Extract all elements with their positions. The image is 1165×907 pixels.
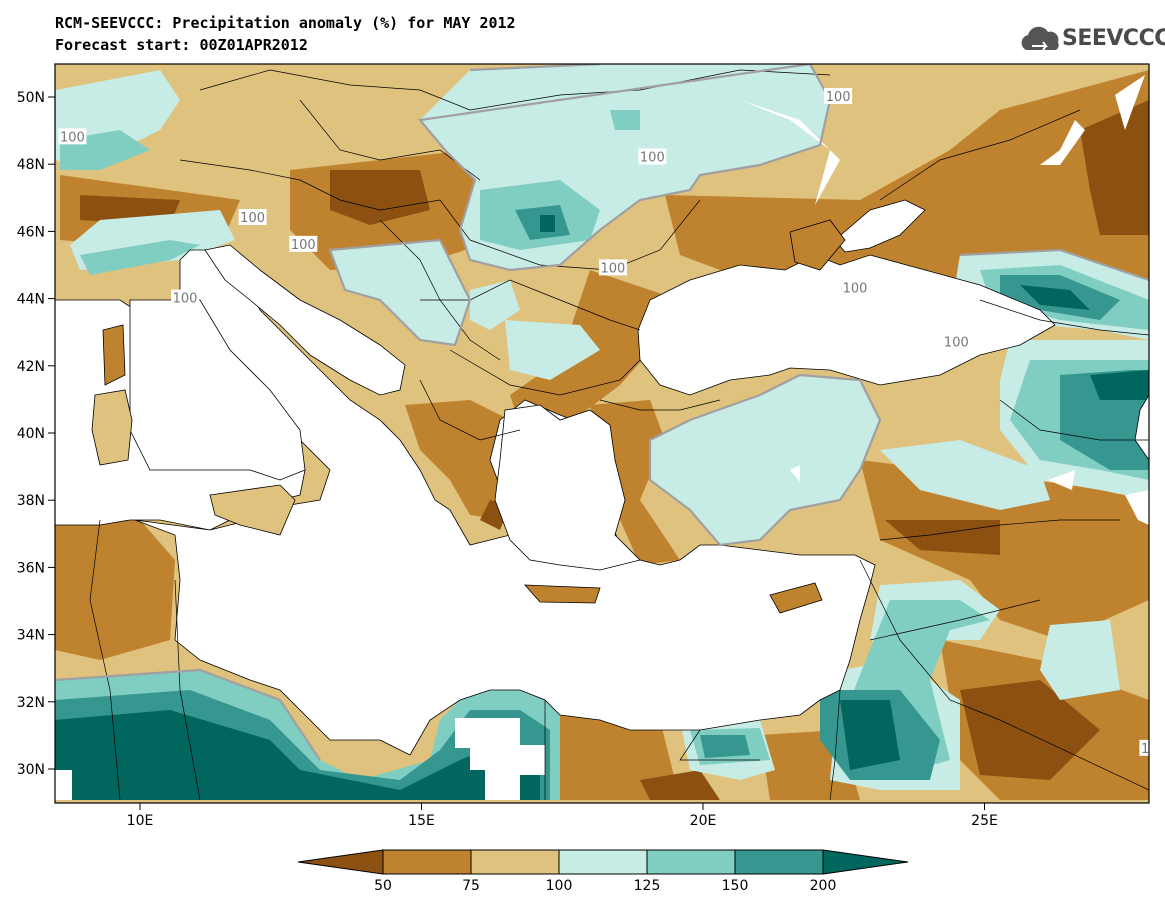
contour-label-bg	[841, 279, 870, 296]
logo-text: SEEVCCC	[1062, 26, 1165, 51]
colorbar-segment	[734, 849, 824, 875]
corsica-island	[102, 324, 126, 386]
contour-label: 100	[60, 130, 85, 145]
colorbar-label: 75	[462, 878, 480, 894]
contour-label: 100	[944, 335, 969, 350]
latitude-axis: 50N 48N 46N 44N 42N 40N 38N 36N 34N 32N 30N	[17, 90, 55, 778]
contour-label: 100	[240, 211, 265, 226]
contour-label-bg	[1139, 739, 1149, 756]
colorbar-label: 100	[546, 878, 573, 894]
lon-tick-label: 20E	[690, 813, 717, 829]
contour-label-bg	[942, 333, 971, 350]
contour-label: 100	[173, 292, 198, 307]
anomaly-field: 1001001001001001001001001001001001001001…	[55, 64, 1165, 803]
contour-label-bg	[824, 88, 853, 104]
colorbar-segment	[382, 849, 472, 875]
lon-tick-label: 25E	[971, 813, 998, 829]
map-title: RCM-SEEVCCC: Precipitation anomaly (%) f…	[55, 14, 516, 32]
contour-label: 100	[826, 90, 851, 105]
aegean-sea	[494, 404, 641, 571]
crimea	[789, 219, 846, 271]
sicily-island	[209, 484, 296, 536]
cloud-logo-icon	[1021, 26, 1059, 51]
colorbar-segment	[470, 849, 560, 875]
colorbar-segment	[646, 849, 736, 875]
colorbar-label: 200	[810, 878, 837, 894]
lat-tick-label: 48N	[17, 157, 45, 173]
colorbar-segment	[822, 849, 909, 875]
contour-label-bg	[58, 128, 87, 145]
contour-label: 100	[640, 150, 665, 165]
lat-tick-label: 32N	[17, 695, 45, 711]
colorbar-label: 50	[374, 878, 392, 894]
colorbar-label: 125	[634, 878, 661, 894]
sea-of-azov	[834, 199, 926, 253]
contour-label: 100	[291, 238, 316, 253]
contour-100	[55, 64, 1149, 761]
contour-label-bg	[289, 235, 318, 252]
longitude-axis: 10E15E20E25E30E35E40E45E	[127, 803, 998, 829]
cyprus-island	[769, 582, 823, 614]
contour-label: 100	[1141, 742, 1165, 757]
lon-tick-label: 10E	[127, 813, 154, 829]
lat-tick-label: 44N	[17, 292, 45, 308]
lat-tick-label: 46N	[17, 224, 45, 240]
contour-labels: 1001001001001001001001001001001001001001…	[58, 88, 1165, 757]
country-borders	[89, 69, 1149, 801]
adriatic-sea	[204, 244, 406, 396]
forecast-start-label: Forecast start: 00Z01APR2012	[55, 36, 308, 54]
contour-label-bg	[638, 148, 667, 165]
black-sea	[637, 254, 1056, 396]
contour-label-bg	[171, 289, 200, 306]
lat-tick-label: 50N	[17, 90, 45, 106]
sardinia-island	[91, 389, 133, 466]
colorbar: 50 75 100 125 150 200	[297, 849, 909, 894]
lon-tick-label: 15E	[408, 813, 435, 829]
lat-tick-label: 34N	[17, 628, 45, 644]
crete-island	[524, 584, 601, 604]
contour-label-bg	[598, 259, 627, 276]
lat-tick-label: 40N	[17, 426, 45, 442]
contour-label: 100	[843, 282, 868, 297]
contour-label: 100	[601, 261, 626, 276]
colorbar-segment	[297, 849, 384, 875]
lat-tick-label: 38N	[17, 493, 45, 509]
lat-tick-label: 42N	[17, 359, 45, 375]
colorbar-label: 150	[722, 878, 749, 894]
colorbar-segment	[558, 849, 648, 875]
lat-tick-label: 36N	[17, 560, 45, 576]
lat-tick-label: 30N	[17, 762, 45, 778]
contour-label-bg	[238, 208, 267, 225]
